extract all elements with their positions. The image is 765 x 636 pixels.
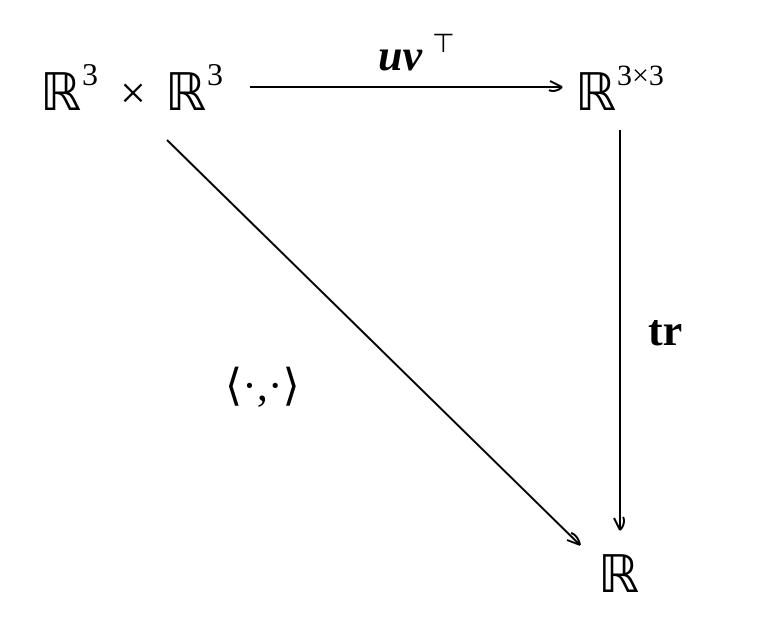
label-uvT: uv (378, 31, 422, 80)
node-R: ℝ (598, 547, 639, 604)
svg-text:ℝ: ℝ (598, 547, 639, 604)
commutative-diagram: ℝ 3 × ℝ 3 ℝ 3×3 ℝ uv ⊤ tr ⟨·,·⟩ (0, 0, 765, 636)
svg-text:ℝ: ℝ (40, 65, 81, 122)
label-uvT-sup: ⊤ (432, 29, 455, 58)
times-symbol: × (120, 67, 146, 118)
arrow-trace: tr (614, 130, 682, 530)
svg-text:ℝ: ℝ (165, 65, 206, 122)
svg-text:ℝ: ℝ (575, 65, 616, 122)
arrow-outer-product: uv ⊤ (250, 29, 562, 91)
arrow-inner-product: ⟨·,·⟩ (167, 140, 580, 545)
label-inner-product: ⟨·,·⟩ (225, 361, 300, 410)
superscript-3x3: 3×3 (617, 59, 664, 92)
superscript-3-left: 3 (82, 56, 98, 92)
node-R3x3: ℝ 3×3 (575, 59, 664, 122)
superscript-3-right: 3 (207, 56, 223, 92)
label-tr: tr (648, 306, 682, 355)
node-R3xR3: ℝ 3 × ℝ 3 (40, 56, 223, 122)
